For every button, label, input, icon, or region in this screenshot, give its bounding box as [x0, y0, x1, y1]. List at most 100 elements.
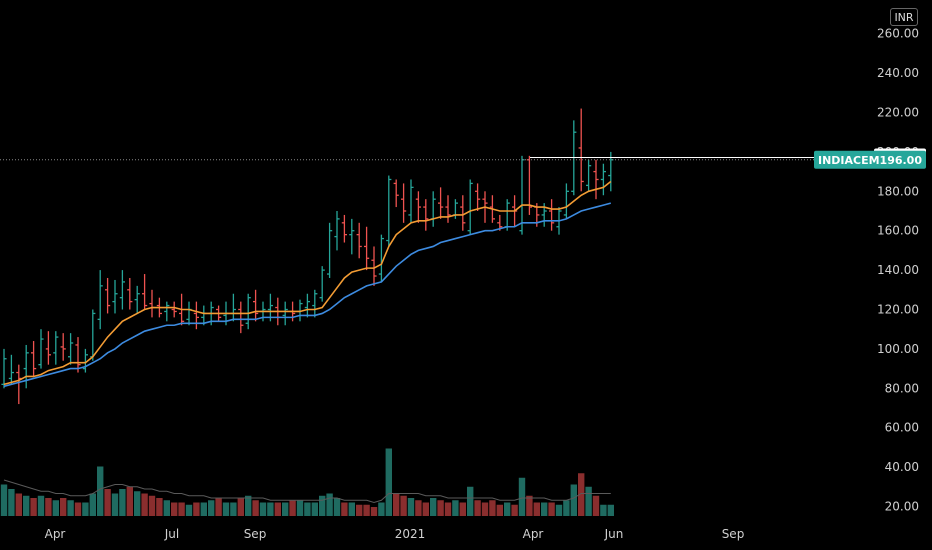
ohlc-bar [8, 354, 14, 385]
ohlc-bar [245, 293, 251, 330]
ohlc-bar [253, 289, 259, 322]
ohlc-bar [423, 199, 429, 231]
volume-bar [60, 498, 67, 516]
ohlc-bar [312, 289, 318, 318]
volume-bar [474, 500, 481, 516]
volume-bar [319, 495, 326, 516]
ohlc-bar [415, 191, 421, 223]
volume-bar [341, 502, 348, 516]
ohlc-bar [149, 289, 155, 318]
volume-bar [245, 495, 252, 516]
volume-bar [134, 491, 141, 516]
volume-bar [311, 502, 318, 516]
volume-bar [570, 484, 577, 516]
ohlc-bar [578, 108, 584, 192]
volume-bar [208, 500, 215, 516]
ohlc-bar [356, 222, 362, 259]
x-tick-label: Apr [523, 527, 544, 541]
y-tick-label: 120.00 [877, 303, 919, 317]
volume-bar [37, 495, 45, 516]
y-tick-label: 80.00 [885, 381, 919, 395]
volume-bar [592, 495, 600, 516]
volume-bar [200, 502, 207, 516]
volume-bar [274, 502, 281, 516]
last-price-tag [814, 150, 926, 169]
volume-bar [97, 466, 104, 516]
ohlc-bar [349, 218, 355, 255]
volume-bar [452, 500, 459, 516]
ohlc-bar [327, 222, 333, 278]
volume-bar [363, 504, 370, 516]
ohlc-bar [134, 285, 140, 314]
volume-bar [526, 495, 533, 516]
volume-bar [393, 493, 400, 516]
ohlc-bar [193, 301, 199, 330]
volume-bar [437, 500, 444, 516]
y-tick-label: 100.00 [877, 342, 919, 356]
ohlc-bar [593, 159, 599, 200]
volume-bar [74, 502, 82, 516]
volume-bar [215, 498, 222, 516]
x-tick-label: Apr [45, 527, 66, 541]
y-tick-label: 140.00 [877, 263, 919, 277]
volume-bar [267, 502, 274, 516]
volume-bar [252, 500, 259, 516]
ohlc-bar [334, 211, 340, 251]
y-tick-label: 60.00 [885, 421, 919, 435]
volume-bar [237, 498, 244, 516]
volume-bar [533, 502, 540, 516]
ohlc-bar [378, 234, 384, 282]
volume-bar [422, 502, 429, 516]
ohlc-bar [127, 277, 133, 310]
volume-bar [333, 498, 341, 516]
volume-bar [548, 502, 555, 516]
ohlc-bar [1, 348, 7, 389]
ohlc-bar [475, 183, 481, 211]
volume-bar [585, 486, 592, 516]
volume-bar [511, 504, 518, 516]
ohlc-bar [401, 183, 407, 223]
volume-bar [67, 500, 74, 516]
currency-badge[interactable]: INR [890, 8, 918, 26]
volume-bar [489, 500, 496, 516]
ohlc-bar [460, 195, 466, 231]
volume-bar [370, 507, 378, 516]
volume-bar [430, 498, 437, 516]
ohlc-bar [319, 266, 325, 302]
volume-bar [356, 504, 363, 516]
ohlc-bar [105, 277, 111, 314]
x-tick-label: 2021 [395, 527, 426, 541]
volume-bar [171, 502, 178, 516]
ohlc-bar [82, 348, 88, 373]
y-tick-label: 180.00 [877, 184, 919, 198]
ohlc-bar [75, 337, 81, 373]
ohlc-bar [586, 159, 592, 192]
volume-bar [578, 473, 585, 516]
x-tick-label: Jul [164, 527, 179, 541]
ohlc-bar [304, 293, 310, 318]
volume-bar [15, 493, 22, 516]
volume-bar [555, 504, 563, 516]
y-tick-label: 160.00 [877, 224, 919, 238]
ohlc-bar [45, 331, 51, 365]
ohlc-bar [16, 364, 22, 405]
volume-bar [30, 498, 37, 516]
volume-bar [563, 500, 570, 516]
volume-bar [289, 500, 296, 516]
ohlc-bar [408, 179, 414, 223]
x-tick-label: Sep [722, 527, 745, 541]
x-tick-label: Sep [244, 527, 267, 541]
volume-bar [378, 502, 385, 516]
ohlc-bar [386, 175, 392, 247]
volume-bar [23, 495, 30, 516]
volume-bar [0, 484, 8, 516]
ohlc-bar [112, 279, 118, 314]
y-tick-label: 220.00 [877, 106, 919, 120]
y-tick-label: 40.00 [885, 460, 919, 474]
ohlc-bar [186, 301, 192, 326]
ohlc-bar [600, 163, 606, 196]
ohlc-bar [53, 331, 59, 365]
volume-bar [444, 502, 452, 516]
ohlc-bar [371, 246, 377, 286]
